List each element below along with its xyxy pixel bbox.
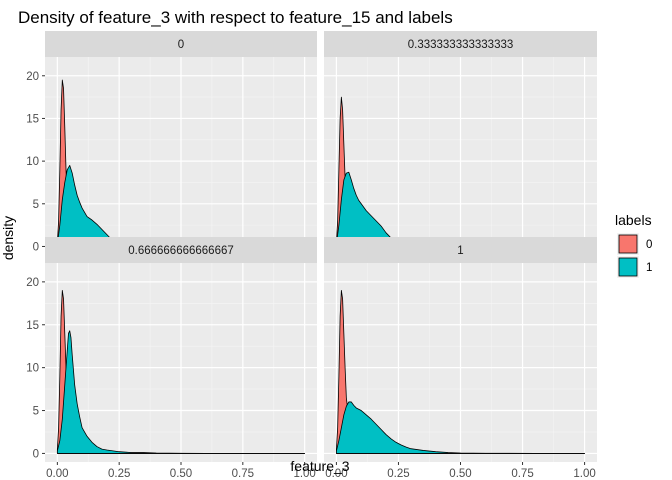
y-axis-label: density (0, 216, 16, 260)
y-tick-label: 20 (26, 277, 39, 289)
y-tick-label: 10 (26, 156, 39, 168)
facet-panel: 1 0.00 0.25 0.50 0.75 1.00 (324, 237, 597, 480)
facet-panel: 0.333333333333333 (324, 31, 597, 255)
x-tick-label: 1.00 (573, 468, 595, 480)
facet-strip (324, 31, 597, 57)
y-tick-label: 15 (26, 320, 39, 332)
legend-label: 1 (646, 262, 652, 274)
x-tick-label: 0.75 (511, 468, 533, 480)
y-tick-label: 20 (26, 71, 39, 83)
x-tick-label: 0.50 (449, 468, 471, 480)
legend-title: labels (615, 212, 652, 228)
facet-strip-label: 0.666666666666667 (128, 245, 234, 257)
legend-label: 0 (646, 239, 652, 251)
facet-strip (45, 237, 317, 263)
x-axis-label: feature_3 (290, 458, 349, 474)
y-tick-label: 15 (26, 113, 39, 125)
density-area-label-1 (336, 401, 585, 454)
legend: labels 01 (615, 212, 652, 278)
x-tick-label: 0.00 (46, 468, 68, 480)
y-tick-label: 5 (33, 199, 39, 211)
x-tick-label: 1.00 (293, 468, 315, 480)
y-tick-label: 0 (33, 448, 39, 460)
facet-strip-label: 0 (178, 39, 184, 51)
x-tick-label: 0.00 (325, 468, 347, 480)
facet-panel: 0.666666666666667 0 5 10 15 20 0.00 0.25 0.50 0.7… (26, 237, 317, 480)
legend-swatch (618, 234, 638, 254)
facet-panel: 0 0 5 10 15 20 (26, 31, 317, 255)
facet-strip (45, 31, 317, 57)
chart-title: Density of feature_3 with respect to fea… (18, 8, 453, 27)
y-tick-label: 0 (33, 241, 39, 253)
facet-panels: 0051015200.3333333333333330.666666666666… (26, 31, 597, 480)
x-tick-label: 0.25 (387, 468, 409, 480)
facet-strip-label: 0.333333333333333 (408, 39, 514, 51)
legend-item: 1 (617, 256, 652, 278)
facet-strip-label: 1 (457, 245, 463, 257)
density-area-label-1 (56, 330, 306, 454)
legend-entries: 01 (617, 233, 652, 278)
x-tick-label: 0.50 (170, 468, 192, 480)
x-tick-label: 0.25 (108, 468, 130, 480)
y-tick-label: 10 (26, 363, 39, 375)
x-tick-label: 0.75 (232, 468, 254, 480)
legend-swatch (618, 257, 638, 277)
y-tick-label: 5 (33, 406, 39, 418)
facet-strip (324, 237, 597, 263)
legend-item: 0 (617, 233, 652, 255)
